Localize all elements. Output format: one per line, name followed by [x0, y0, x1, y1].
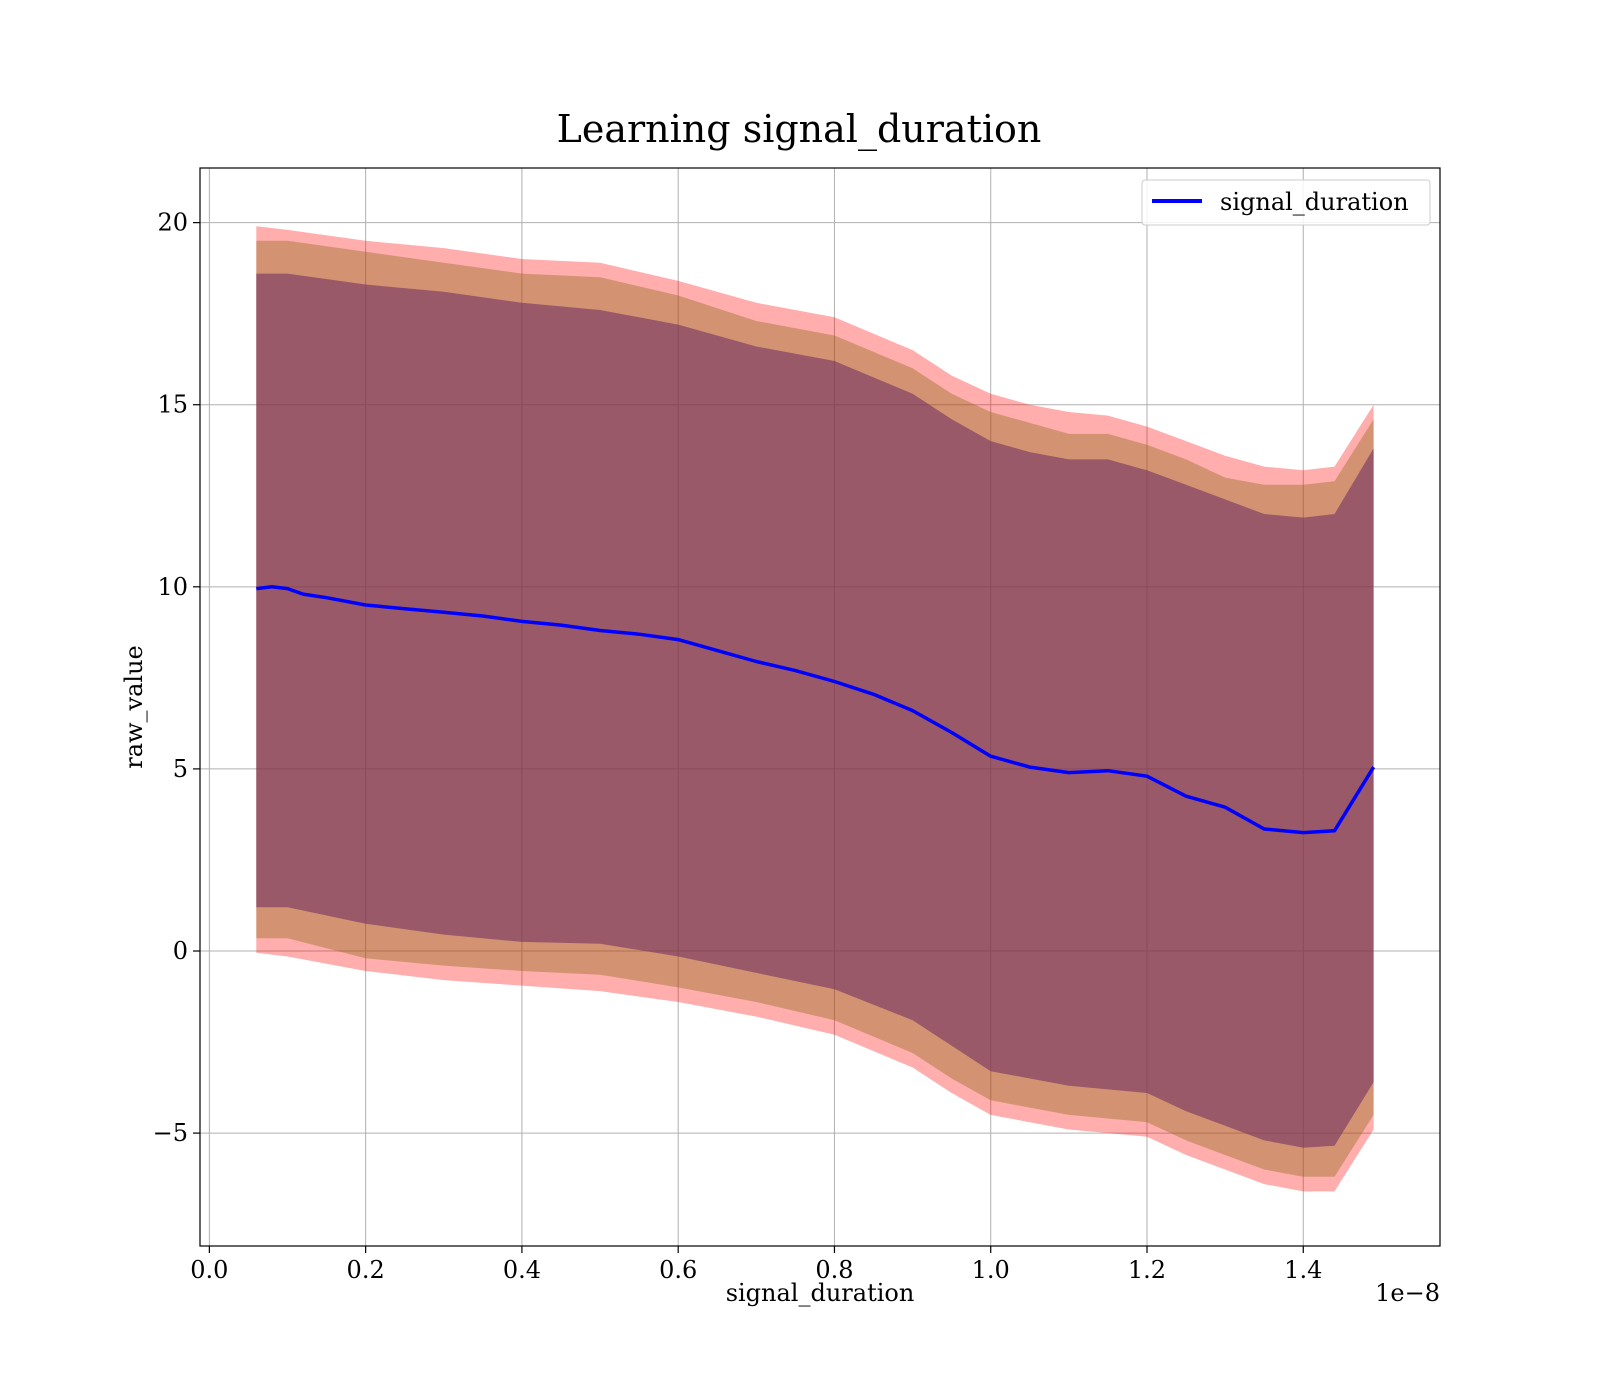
y-tick-label: −5: [153, 1119, 188, 1147]
x-axis-label: signal_duration: [726, 1279, 915, 1307]
legend-box: [1141, 179, 1431, 226]
y-tick-label: 0: [173, 937, 188, 965]
y-axis-label: raw_value: [120, 645, 148, 769]
legend-label-signal-duration: signal_duration: [1220, 188, 1409, 216]
legend: signal_duration: [1141, 179, 1431, 226]
y-tick-label: 20: [157, 209, 188, 237]
y-axis-ticks: −5 0 5 10 15 20: [153, 209, 200, 1147]
y-tick-label: 15: [157, 391, 188, 419]
x-tick-label: 0.0: [190, 1256, 228, 1284]
x-axis-ticks: 0.0 0.2 0.4 0.6 0.8 1.0 1.2 1.4: [190, 1246, 1322, 1284]
chart-title: Learning signal_duration: [557, 107, 1042, 152]
confidence-bands: [256, 226, 1374, 1192]
series-line-signal-duration: [256, 585, 1376, 835]
x-tick-label: 1.2: [1128, 1256, 1166, 1284]
x-tick-label: 1.4: [1284, 1256, 1322, 1284]
y-tick-label: 10: [157, 573, 188, 601]
x-tick-label: 0.4: [503, 1256, 541, 1284]
plot-frame: [199, 167, 1441, 1247]
x-tick-label: 0.6: [659, 1256, 697, 1284]
x-axis-offset-label: 1e−8: [1375, 1279, 1440, 1307]
band-inner: [256, 273, 1374, 1148]
series-lines: [256, 585, 1376, 835]
y-tick-label: 5: [173, 755, 188, 783]
x-tick-label: 0.8: [815, 1256, 853, 1284]
x-tick-label: 1.0: [972, 1256, 1010, 1284]
x-tick-label: 0.2: [347, 1256, 385, 1284]
